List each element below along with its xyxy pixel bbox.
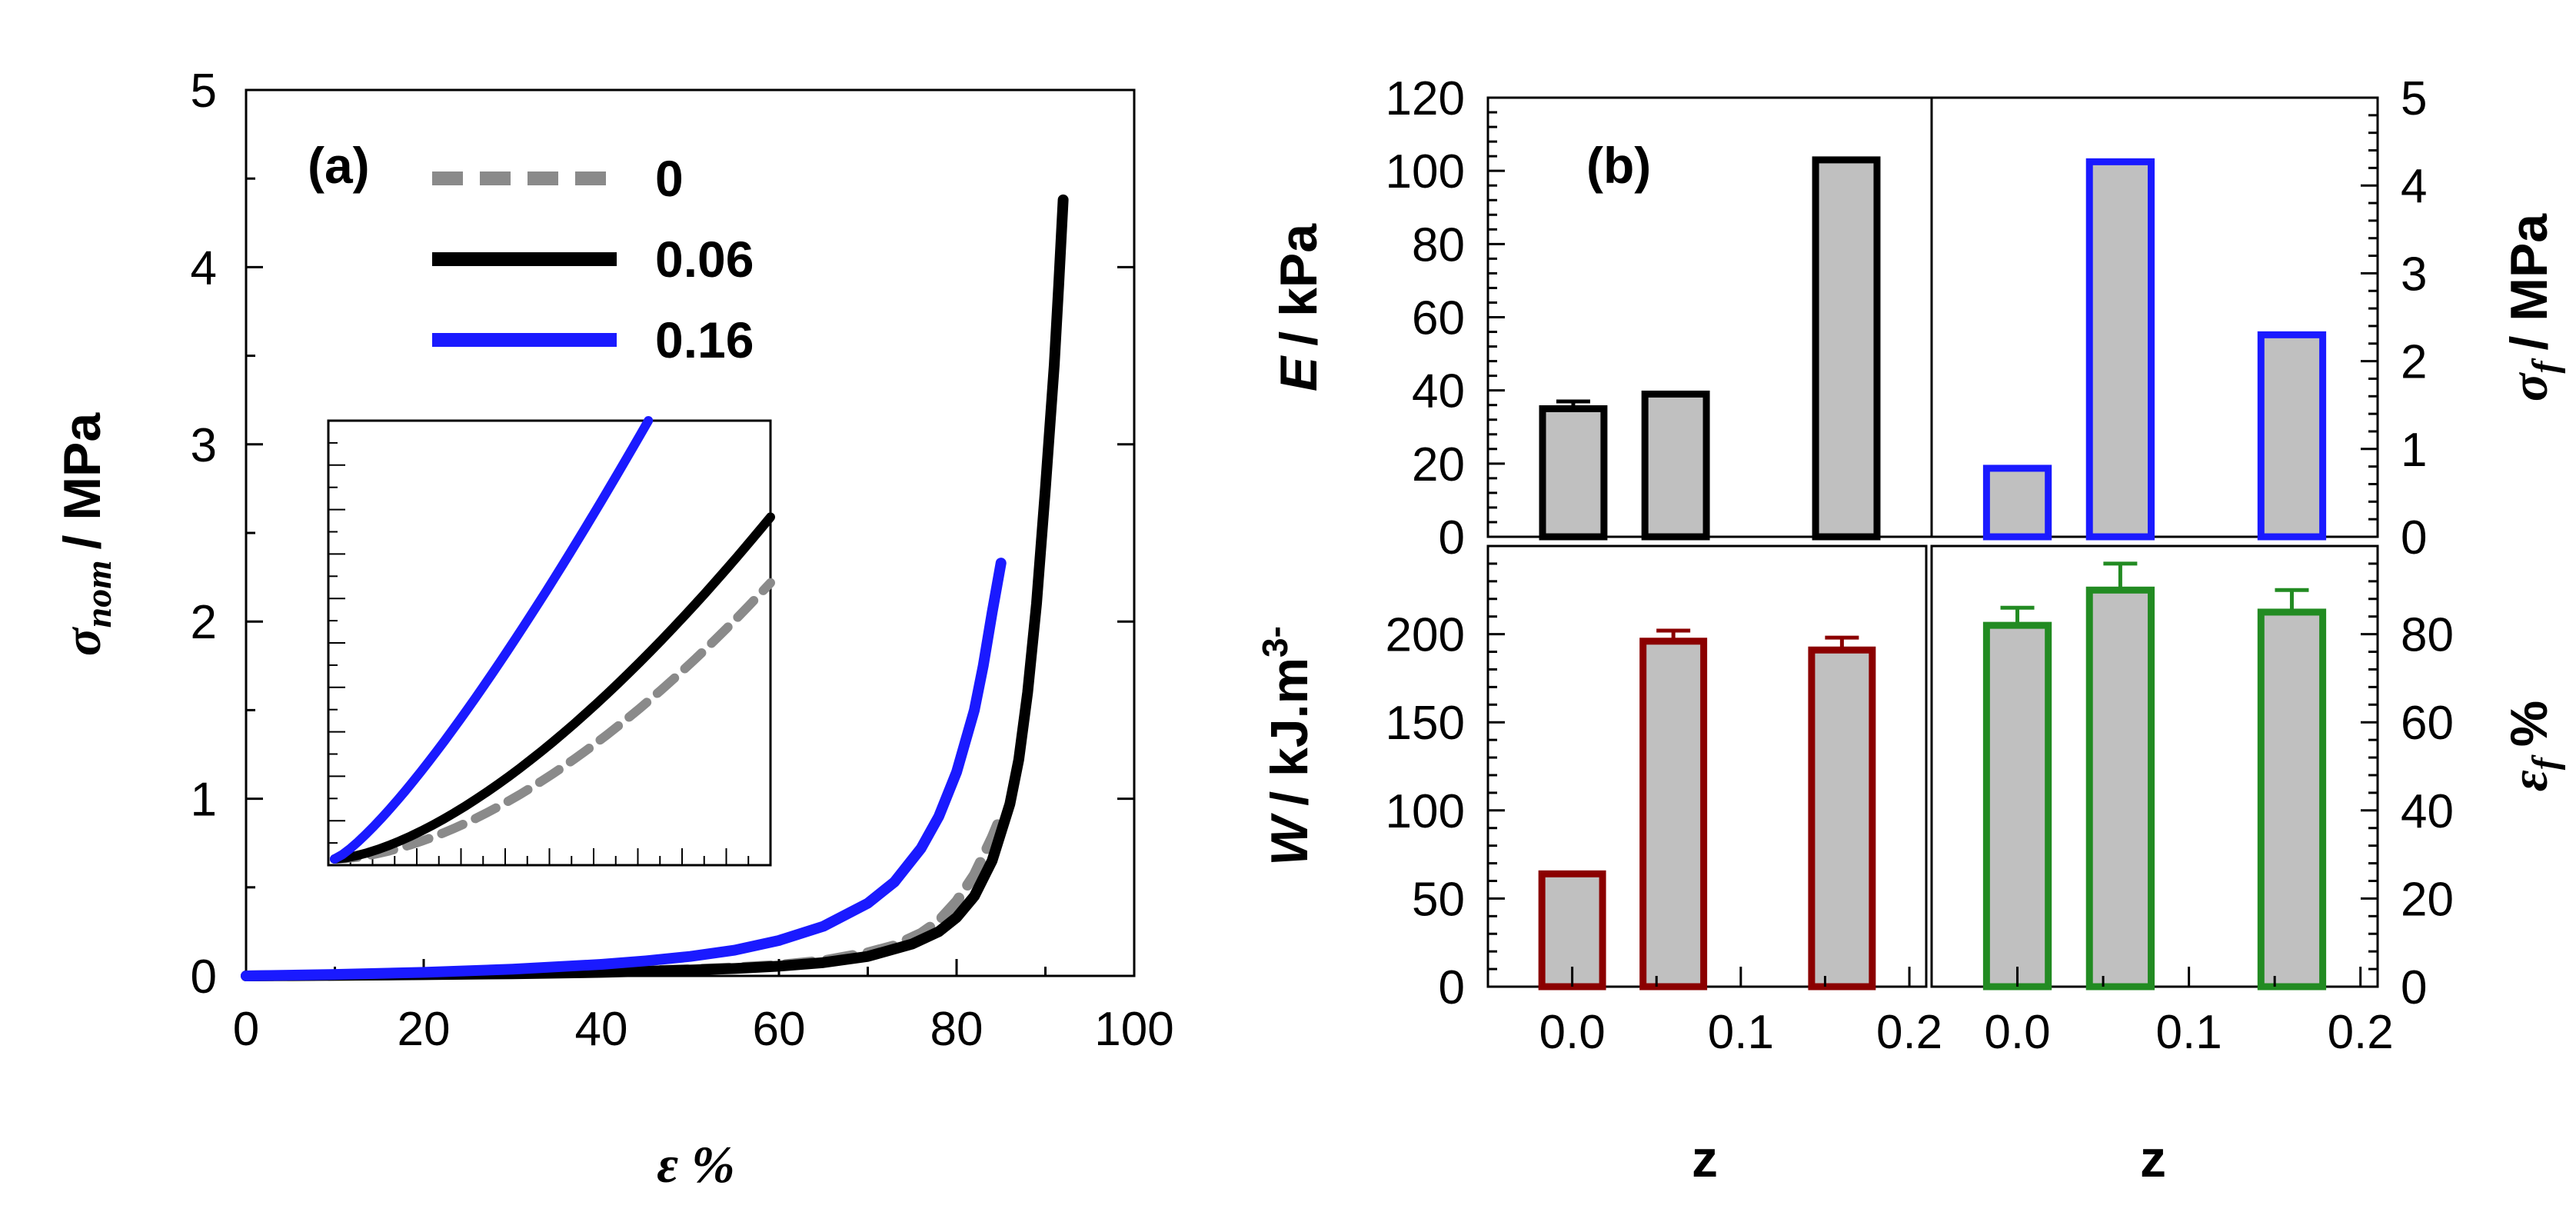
panel-a-x-ticks: 0 20 40 60 80 100	[233, 959, 1174, 1056]
inset-ticks	[328, 441, 750, 865]
x-tick-label: 0.0	[1539, 1006, 1606, 1059]
y-tick-label: 0	[2401, 511, 2427, 564]
y-tick-label: 100	[1386, 145, 1465, 198]
y-tick-label: 5	[191, 65, 217, 118]
y-tick-label: 60	[1412, 292, 1465, 345]
y-tick-label: 0	[2401, 961, 2427, 1014]
y-tick-label: 3	[2401, 248, 2427, 301]
y-tick-label: 40	[1412, 365, 1465, 418]
x-tick-label: 0.0	[1984, 1006, 2050, 1059]
x-tick-label: 60	[753, 1003, 806, 1056]
z-x-axis-label-left: z	[1692, 1130, 1718, 1188]
x-tick-label: 0	[233, 1003, 259, 1056]
inset-series-0.06	[330, 512, 775, 864]
y-tick-label: 20	[1412, 438, 1465, 491]
z-x-axis-label-right: z	[2140, 1130, 2166, 1188]
y-tick-label: 50	[1412, 873, 1465, 926]
bar-E-0.16	[1812, 156, 1881, 541]
y-tick-label: 200	[1386, 609, 1465, 662]
x-tick-label: 20	[398, 1003, 451, 1056]
y-tick-label: 2	[2401, 336, 2427, 389]
panel-a-legend: 0 0.06 0.16	[432, 150, 754, 368]
bar-epsilon_f-0	[1982, 621, 2052, 991]
panel-a-inset	[327, 416, 775, 867]
y-tick-label: 100	[1386, 785, 1465, 838]
panel-a-tag: (a)	[308, 137, 370, 194]
y-tick-label: 3	[191, 419, 217, 472]
y-tick-label: 80	[1412, 218, 1465, 271]
legend-label-0.06: 0.06	[655, 231, 754, 288]
legend-label-0.16: 0.16	[655, 311, 754, 368]
legend-label-0: 0	[655, 150, 684, 207]
panel-a-line-chart: 0 20 40 60 80 100 0 1 2 3 4 5 (a) 0 0.06 0.16 σnom…	[53, 65, 1174, 1194]
bar-E-0	[1539, 405, 1608, 541]
inset-series-0	[330, 578, 775, 864]
x-tick-label: 0.1	[2156, 1006, 2222, 1059]
subplot-epsilon_f: 0 20 40 60 80 0.0 0.1 0.2	[1930, 544, 2454, 1059]
bar-sigma_f-0.06	[2085, 158, 2155, 541]
inset-series	[330, 416, 775, 864]
sigma-f-y-axis-label: σf/ MPa	[2500, 213, 2566, 401]
subplot-E: 0 20 40 60 80 100 120	[1386, 72, 1933, 564]
subplot-sigma_f: 0 1 2 3 4 5	[1930, 72, 2427, 564]
x-tick-label: 0.1	[1708, 1006, 1774, 1059]
y-tick-label: 0	[1439, 511, 1465, 564]
y-tick-label: 20	[2401, 873, 2454, 926]
y-tick-label: 1	[2401, 424, 2427, 477]
E-y-axis-label: E/ kPa	[1270, 223, 1328, 391]
y-tick-label: 80	[2401, 609, 2454, 662]
x-tick-label: 100	[1094, 1003, 1173, 1056]
bar-sigma_f-0	[1982, 464, 2052, 541]
bar-E-0.06	[1641, 390, 1710, 541]
y-tick-label: 1	[191, 774, 217, 827]
epsilon-f-y-axis-label: εf%	[2500, 701, 2566, 791]
y-tick-label: 0	[1439, 961, 1465, 1014]
panel-a-y-axis-label: σnom/ MPa	[53, 412, 119, 656]
bar-sigma_f-0.16	[2257, 331, 2327, 541]
y-tick-label: 150	[1386, 697, 1465, 750]
panel-b-tag: (b)	[1586, 137, 1651, 194]
x-tick-label: 40	[575, 1003, 628, 1056]
panel-a-y-ticks: 0 1 2 3 4 5	[191, 65, 1134, 1004]
bar-W-0.06	[1639, 638, 1708, 991]
W-y-axis-label: W/ kJ.m3-	[1255, 626, 1319, 866]
y-tick-label: 60	[2401, 697, 2454, 750]
y-tick-label: 40	[2401, 785, 2454, 838]
x-tick-label: 0.2	[1876, 1006, 1942, 1059]
y-tick-label: 4	[191, 241, 217, 295]
panel-a-series	[241, 194, 1069, 981]
y-tick-label: 0	[191, 951, 217, 1004]
bar-epsilon_f-0.06	[2085, 586, 2155, 991]
series-line-0.06	[241, 194, 1069, 981]
subplot-W: 0 50 100 150 200 0.0 0.1 0.2	[1386, 544, 1942, 1059]
panel-a-x-axis-label: ε %	[657, 1135, 735, 1194]
bar-W-0.16	[1808, 646, 1876, 991]
x-tick-label: 0.2	[2328, 1006, 2394, 1059]
bar-epsilon_f-0.16	[2257, 608, 2327, 991]
y-tick-label: 120	[1386, 72, 1465, 125]
y-tick-label: 2	[191, 596, 217, 649]
y-tick-label: 5	[2401, 72, 2427, 125]
y-tick-label: 4	[2401, 160, 2427, 213]
series-line-0.16	[241, 558, 1007, 981]
inset-series-0.16	[330, 416, 654, 864]
x-tick-label: 80	[930, 1003, 983, 1056]
